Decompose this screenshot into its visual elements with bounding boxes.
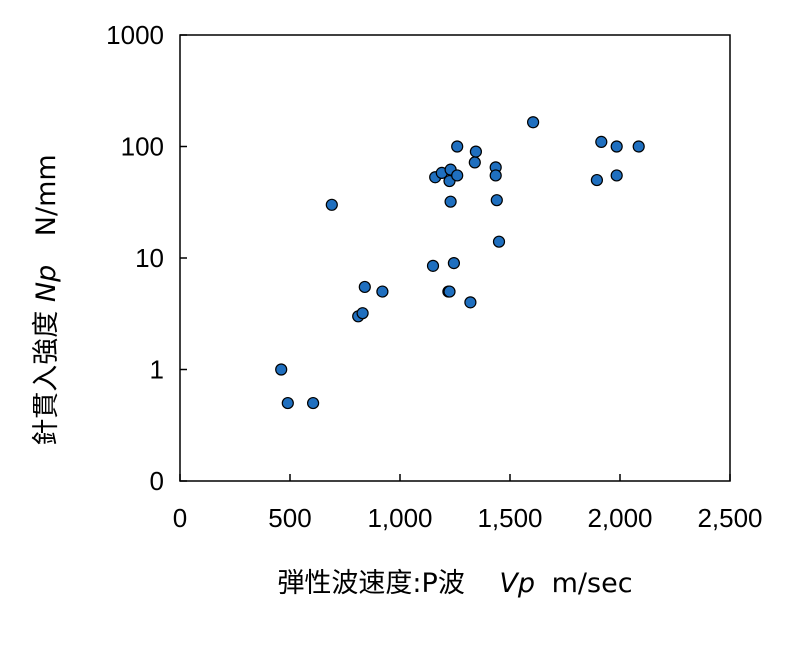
data-point bbox=[376, 285, 389, 298]
data-points bbox=[275, 116, 645, 410]
data-point bbox=[610, 140, 623, 153]
x-axis-label-symbol: Vp bbox=[499, 568, 535, 599]
data-point bbox=[447, 257, 460, 270]
data-point bbox=[526, 116, 540, 129]
y-axis-label-unit: N/mm bbox=[31, 154, 62, 236]
x-axis-label-unit: m/sec bbox=[552, 568, 633, 599]
data-point bbox=[444, 195, 457, 208]
y-tick-label: 1000 bbox=[106, 20, 164, 50]
data-point bbox=[443, 285, 456, 298]
x-axis-label-prefix: 弾性波速度:P波 bbox=[277, 568, 464, 599]
data-point bbox=[451, 169, 464, 182]
x-tick-label: 0 bbox=[173, 503, 187, 533]
y-tick-label: 0 bbox=[150, 466, 164, 496]
data-point bbox=[464, 296, 477, 309]
data-point bbox=[451, 140, 464, 153]
x-tick-label: 2,000 bbox=[587, 503, 652, 533]
x-tick-label: 2,500 bbox=[697, 503, 762, 533]
y-axis-label-prefix: 針貫入強度 bbox=[31, 311, 62, 446]
data-point bbox=[281, 396, 294, 410]
y-tick-label: 10 bbox=[135, 243, 164, 273]
x-tick-label: 1,000 bbox=[367, 503, 432, 533]
data-point bbox=[632, 140, 645, 153]
x-axis-label: 弾性波速度:P波 Vp m/sec bbox=[277, 568, 632, 599]
y-tick-label: 1 bbox=[150, 355, 164, 385]
data-point bbox=[275, 363, 288, 376]
y-axis-label-symbol: Np bbox=[31, 265, 62, 302]
x-tick-label: 1,500 bbox=[477, 503, 542, 533]
data-point bbox=[610, 169, 623, 182]
data-point bbox=[325, 198, 338, 211]
data-point bbox=[590, 173, 604, 187]
data-point bbox=[469, 145, 482, 158]
x-tick-label: 500 bbox=[268, 503, 311, 533]
data-point bbox=[426, 259, 440, 272]
y-tick-label: 100 bbox=[121, 132, 164, 162]
data-point bbox=[358, 280, 371, 294]
data-point bbox=[356, 307, 369, 320]
data-point bbox=[595, 135, 608, 148]
x-axis-ticks: 0 500 1,000 1,500 2,000 2,500 bbox=[173, 474, 763, 533]
data-point bbox=[490, 194, 503, 207]
y-axis-ticks: 0 1 10 100 1000 bbox=[106, 20, 187, 496]
data-point bbox=[468, 156, 481, 169]
data-point bbox=[492, 235, 506, 248]
data-point bbox=[307, 396, 320, 410]
data-point bbox=[489, 169, 502, 182]
y-axis-label: 針貫入強度 Np N/mm bbox=[31, 154, 62, 445]
